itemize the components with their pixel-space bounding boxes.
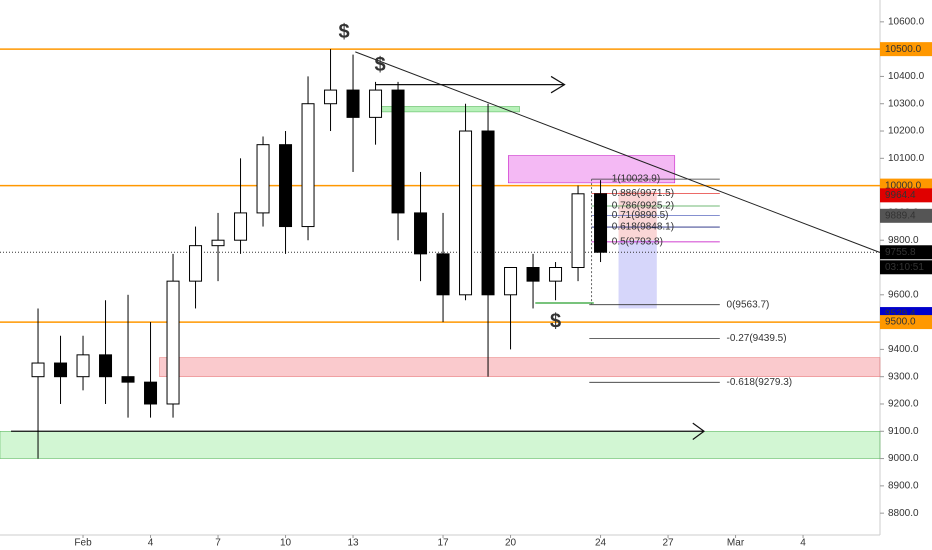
- candle-body: [324, 89, 338, 105]
- price-tag-label: 10000.0: [885, 180, 922, 191]
- arrow: [375, 75, 566, 94]
- y-tick-label: 10100.0: [888, 153, 925, 164]
- x-tick-label: 10: [280, 538, 292, 549]
- candle-body: [571, 193, 585, 269]
- candle-body: [301, 103, 315, 228]
- fib-label: 1(10023.9): [612, 174, 660, 185]
- candle-body: [166, 280, 180, 405]
- annotation: $: [550, 310, 561, 332]
- y-tick-label: 9000.0: [888, 453, 919, 464]
- y-tick-label: 10300.0: [888, 98, 925, 109]
- x-tick-label: 20: [505, 538, 517, 549]
- resistance-zone: [159, 357, 881, 377]
- candle-body: [31, 362, 45, 378]
- arrow: [11, 422, 706, 440]
- price-tag: [880, 245, 932, 260]
- y-tick-label: 10200.0: [888, 126, 925, 137]
- fib-label: 0.786(9925.2): [612, 201, 674, 212]
- fib-label: -0.618(9279.3): [727, 377, 793, 388]
- x-tick-label: 4: [800, 538, 806, 549]
- fib-label: 0.618(9848.1): [612, 222, 674, 233]
- fib-label: 0.886(9971.5): [612, 188, 674, 199]
- price-tag-label: 10500.0: [885, 44, 922, 55]
- y-tick-label: 10400.0: [888, 71, 925, 82]
- candle-body: [76, 354, 90, 378]
- x-tick-label: 4: [148, 538, 154, 549]
- y-tick-label: 9400.0: [888, 344, 919, 355]
- price-tag-label: 9889.4: [885, 210, 916, 221]
- x-tick-label: Feb: [74, 538, 92, 549]
- price-tag-label: 9500.0: [885, 317, 916, 328]
- candle-body: [279, 144, 293, 228]
- candle-body: [459, 130, 473, 296]
- candle-body: [346, 89, 360, 118]
- x-tick-label: 13: [347, 538, 359, 549]
- candle-body: [189, 245, 203, 282]
- trendline: [355, 51, 881, 253]
- annotation: $: [374, 54, 385, 76]
- candle-body: [391, 89, 405, 214]
- candle-body: [414, 212, 428, 255]
- candle-body: [436, 253, 450, 296]
- y-tick-label: 8800.0: [888, 508, 919, 519]
- candle-body: [211, 239, 225, 247]
- supply-zone: [508, 155, 676, 184]
- candle-body: [549, 267, 563, 282]
- candle-body: [594, 193, 608, 253]
- y-tick-label: 9800.0: [888, 235, 919, 246]
- candle-body: [144, 381, 158, 405]
- x-tick-label: 24: [595, 538, 607, 549]
- y-tick-label: 9600.0: [888, 289, 919, 300]
- x-tick-label: 17: [437, 538, 449, 549]
- candle-body: [504, 267, 518, 296]
- candle-body: [369, 89, 383, 118]
- y-tick-label: 9200.0: [888, 399, 919, 410]
- annotation: $: [338, 21, 349, 43]
- candle-body: [54, 362, 68, 378]
- x-tick-label: 7: [215, 538, 221, 549]
- y-tick-label: 9100.0: [888, 426, 919, 437]
- support-zone: [0, 431, 881, 459]
- short-target: [618, 240, 657, 309]
- fib-label: 0.5(9793.8): [612, 237, 663, 248]
- candle-body: [481, 130, 495, 296]
- price-tag: [880, 188, 932, 203]
- candle-body: [121, 376, 135, 383]
- candle-body: [99, 354, 113, 378]
- countdown: 03:10:51: [885, 262, 924, 273]
- countdown-bg: [880, 260, 932, 275]
- y-tick-label: 9300.0: [888, 371, 919, 382]
- price-tag: [880, 42, 932, 57]
- y-tick-label: 10600.0: [888, 16, 925, 27]
- fib-label: 0.71(9890.5): [612, 210, 669, 221]
- candle-body: [234, 212, 248, 241]
- price-tag: [880, 208, 932, 223]
- fib-label: -0.27(9439.5): [727, 333, 787, 344]
- candle-body: [256, 144, 270, 214]
- y-tick-label: 8900.0: [888, 481, 919, 492]
- x-tick-label: Mar: [727, 538, 745, 549]
- price-tag-label: 9529.4: [885, 309, 916, 320]
- fib-label: 0(9563.7): [727, 299, 770, 310]
- price-tag-label: 9964.4: [885, 190, 916, 201]
- price-tag-label: 9755.8: [885, 247, 916, 258]
- candle-body: [526, 267, 540, 282]
- price-tag: [880, 315, 932, 330]
- x-tick-label: 27: [662, 538, 674, 549]
